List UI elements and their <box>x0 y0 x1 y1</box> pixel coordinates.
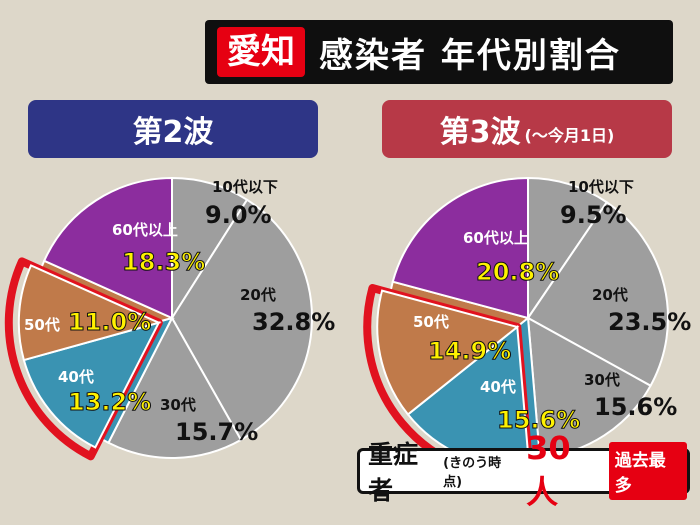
wave2-slice-label-0: 10代以下 <box>212 178 278 196</box>
wave3-header-label: 第3波 <box>439 115 521 150</box>
severe-label: 重症者 <box>368 440 419 505</box>
wave2-header-label: 第2波 <box>132 115 214 150</box>
record-badge: 過去最多 <box>608 442 687 500</box>
wave2-slice-0 <box>171 176 249 322</box>
title-prefecture: 愛知 <box>217 27 305 77</box>
wave3-slice-label-5: 60代以上 <box>463 229 529 247</box>
wave3-slice-1 <box>526 200 669 388</box>
wave2-slice-label-1: 20代 <box>240 286 276 304</box>
wave2-slice-label-3: 40代 <box>58 368 94 386</box>
wave2-slice-2 <box>107 315 243 459</box>
wave3-slice-value-2: 15.6% <box>594 393 677 421</box>
wave2-slice-value-4: 11.0% <box>68 308 151 336</box>
wave2-pie: 10代以下 9.0% 20代 32.8% 30代 15.7% 40代 13.2% 50代 11.0… <box>4 176 335 461</box>
wave2-slice-1 <box>170 198 313 442</box>
wave3-slice-value-1: 23.5% <box>608 308 691 336</box>
wave3-slice-5 <box>391 176 529 320</box>
severe-cases-box: 重症者 (きのう時点) 30人 過去最多 <box>357 429 690 511</box>
severe-value: 30人 <box>526 429 571 511</box>
page-title: 感染者 年代別割合 <box>319 35 621 76</box>
wave2-slice-value-5: 18.3% <box>122 248 205 276</box>
wave3-slice-value-3: 15.6% <box>497 406 580 434</box>
wave2-slice-value-0: 9.0% <box>205 201 272 229</box>
wave2-slice-value-3: 13.2% <box>68 388 151 416</box>
wave2-slice-5 <box>42 176 173 320</box>
wave2-slice-value-1: 32.8% <box>252 308 335 336</box>
wave2-slice-highlighted-4 <box>17 264 162 362</box>
wave3-slice-label-2: 30代 <box>584 371 620 389</box>
wave2-slice-label-5: 60代以上 <box>112 221 178 239</box>
wave3-slice-value-5: 20.8% <box>476 258 559 286</box>
wave2-slice-value-2: 15.7% <box>175 418 258 446</box>
wave3-slice-0 <box>527 176 609 322</box>
wave2-slice-label-4: 50代 <box>24 316 60 334</box>
title-bar: 愛知 感染者 年代別割合 <box>205 20 673 84</box>
wave3-slice-label-4: 50代 <box>413 313 449 331</box>
wave3-header-sub: (～今月1日) <box>524 126 615 145</box>
severe-sub: (きのう時点) <box>443 456 502 490</box>
wave3-slice-highlighted-4 <box>376 289 520 416</box>
wave3-slice-label-0: 10代以下 <box>568 178 634 196</box>
wave3-pie: 10代以下9.5%20代23.5%30代15.6%40代15.6%50代14.9… <box>363 176 691 481</box>
wave2-highlight-outline <box>4 257 163 461</box>
wave2-slice-label-2: 30代 <box>160 396 196 414</box>
wave2-header: 第2波 <box>28 100 318 158</box>
wave3-slice-value-0: 9.5% <box>560 201 627 229</box>
wave2-slice-highlighted-3 <box>22 321 161 449</box>
wave3-slice-label-1: 20代 <box>592 286 628 304</box>
wave3-slice-value-4: 14.9% <box>428 337 511 365</box>
wave3-slice-label-3: 40代 <box>480 378 516 396</box>
wave3-header: 第3波 (～今月1日) <box>382 100 672 158</box>
